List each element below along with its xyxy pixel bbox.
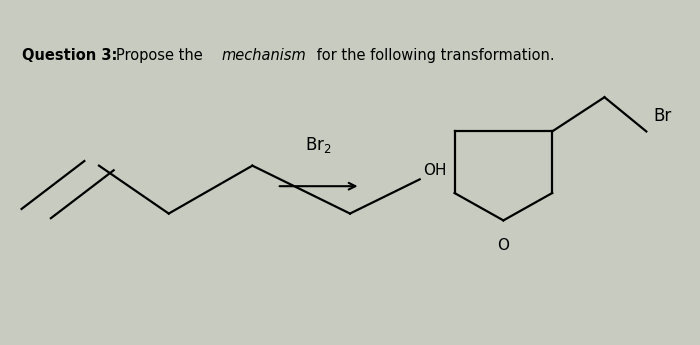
Text: O: O xyxy=(498,237,510,253)
Text: for the following transformation.: for the following transformation. xyxy=(312,48,554,63)
Text: Br: Br xyxy=(653,107,671,125)
Text: mechanism: mechanism xyxy=(221,48,306,63)
Text: OH: OH xyxy=(424,162,447,178)
Text: Question 3:: Question 3: xyxy=(22,48,118,63)
Text: Propose the: Propose the xyxy=(116,48,208,63)
Text: Br$_2$: Br$_2$ xyxy=(305,135,332,155)
